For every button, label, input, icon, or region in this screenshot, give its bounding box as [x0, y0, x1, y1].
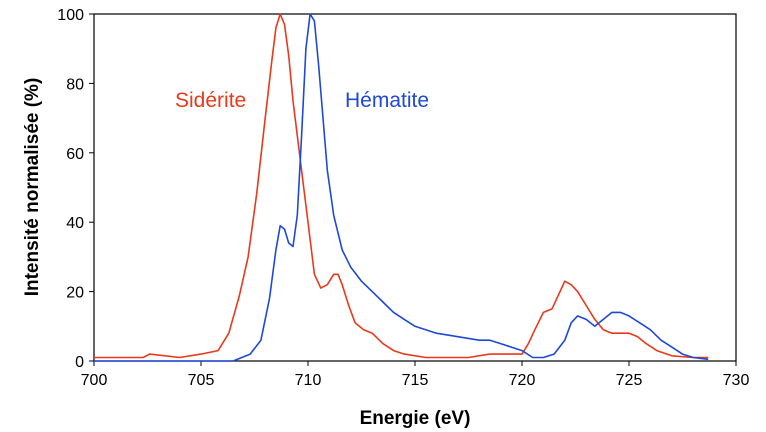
y-tick-label: 100 — [57, 7, 84, 24]
ticks: 700 705 710 715 720 725 730 0 20 40 60 80 100 — [57, 7, 749, 389]
plot-area — [93, 13, 737, 362]
x-tick-label: 715 — [402, 372, 429, 389]
y-tick-label: 0 — [75, 354, 84, 371]
x-tick-label: 710 — [295, 372, 322, 389]
y-tick-label: 20 — [66, 285, 84, 302]
y-tick-label: 80 — [66, 76, 84, 93]
x-tick-label: 700 — [81, 372, 108, 389]
x-tick-label: 720 — [509, 372, 536, 389]
series-line-hematite — [94, 13, 709, 362]
series-line-siderite — [94, 13, 709, 359]
x-tick-label: 725 — [616, 372, 643, 389]
x-tick-label: 705 — [188, 372, 215, 389]
y-tick-label: 40 — [66, 215, 84, 232]
x-tick-label: 730 — [723, 372, 750, 389]
annotation-siderite: Sidérite — [175, 89, 246, 112]
y-tick-label: 60 — [66, 146, 84, 163]
x-axis-title: Energie (eV) — [360, 408, 471, 429]
y-axis-title: Intensité normalisée (%) — [22, 78, 43, 297]
annotation-hematite: Hématite — [345, 89, 429, 112]
series-lines — [94, 13, 709, 362]
